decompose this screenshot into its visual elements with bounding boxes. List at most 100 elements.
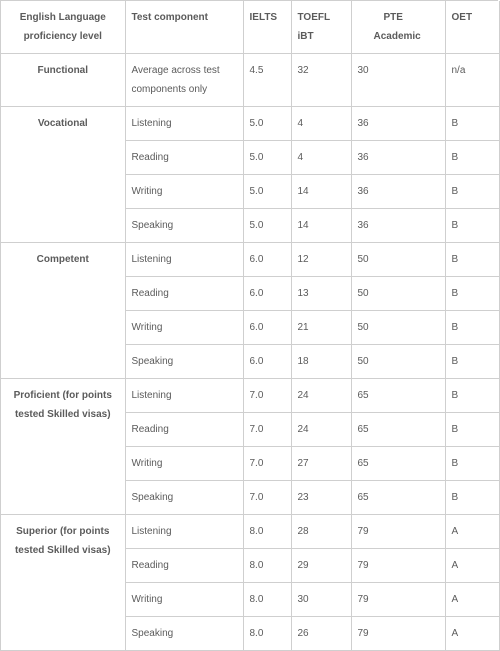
level-cell: Competent	[1, 243, 125, 379]
cell-ielts: 8.0	[243, 617, 291, 651]
cell-comp: Average across test components only	[125, 54, 243, 107]
cell-pte: 30	[351, 54, 445, 107]
cell-oet: n/a	[445, 54, 499, 107]
cell-ielts: 7.0	[243, 481, 291, 515]
cell-toefl: 14	[291, 175, 351, 209]
cell-comp: Listening	[125, 515, 243, 549]
cell-comp: Speaking	[125, 617, 243, 651]
cell-toefl: 29	[291, 549, 351, 583]
cell-toefl: 14	[291, 209, 351, 243]
cell-ielts: 5.0	[243, 107, 291, 141]
cell-toefl: 30	[291, 583, 351, 617]
cell-oet: B	[445, 345, 499, 379]
col-header-oet: OET	[445, 1, 499, 54]
cell-ielts: 5.0	[243, 141, 291, 175]
cell-pte: 65	[351, 481, 445, 515]
cell-pte: 65	[351, 413, 445, 447]
cell-toefl: 26	[291, 617, 351, 651]
cell-ielts: 5.0	[243, 175, 291, 209]
cell-pte: 36	[351, 209, 445, 243]
cell-oet: A	[445, 549, 499, 583]
cell-toefl: 24	[291, 413, 351, 447]
cell-ielts: 8.0	[243, 583, 291, 617]
cell-comp: Speaking	[125, 345, 243, 379]
cell-toefl: 4	[291, 107, 351, 141]
cell-oet: B	[445, 175, 499, 209]
level-cell: Proficient (for points tested Skilled vi…	[1, 379, 125, 515]
cell-oet: B	[445, 107, 499, 141]
col-header-ielts: IELTS	[243, 1, 291, 54]
col-header-component: Test component	[125, 1, 243, 54]
cell-oet: B	[445, 277, 499, 311]
table-row: VocationalListening5.0436B	[1, 107, 499, 141]
cell-comp: Writing	[125, 583, 243, 617]
cell-comp: Listening	[125, 107, 243, 141]
level-cell: Superior (for points tested Skilled visa…	[1, 515, 125, 651]
cell-toefl: 28	[291, 515, 351, 549]
cell-pte: 79	[351, 549, 445, 583]
cell-oet: B	[445, 379, 499, 413]
proficiency-table-wrapper: English Language proficiency level Test …	[0, 0, 498, 651]
cell-pte: 50	[351, 345, 445, 379]
cell-oet: B	[445, 209, 499, 243]
cell-pte: 79	[351, 515, 445, 549]
cell-ielts: 6.0	[243, 345, 291, 379]
cell-oet: A	[445, 617, 499, 651]
cell-pte: 36	[351, 107, 445, 141]
cell-comp: Writing	[125, 447, 243, 481]
cell-ielts: 4.5	[243, 54, 291, 107]
col-header-toefl: TOEFL iBT	[291, 1, 351, 54]
cell-oet: B	[445, 311, 499, 345]
cell-toefl: 21	[291, 311, 351, 345]
level-cell: Vocational	[1, 107, 125, 243]
cell-oet: B	[445, 243, 499, 277]
table-body: FunctionalAverage across test components…	[1, 54, 499, 651]
cell-comp: Reading	[125, 413, 243, 447]
cell-comp: Speaking	[125, 209, 243, 243]
cell-comp: Speaking	[125, 481, 243, 515]
cell-oet: B	[445, 413, 499, 447]
col-header-pte: PTE Academic	[351, 1, 445, 54]
cell-ielts: 7.0	[243, 447, 291, 481]
cell-toefl: 27	[291, 447, 351, 481]
cell-comp: Reading	[125, 141, 243, 175]
cell-pte: 79	[351, 583, 445, 617]
cell-toefl: 32	[291, 54, 351, 107]
table-row: FunctionalAverage across test components…	[1, 54, 499, 107]
cell-toefl: 13	[291, 277, 351, 311]
cell-oet: B	[445, 481, 499, 515]
cell-comp: Writing	[125, 311, 243, 345]
cell-ielts: 6.0	[243, 243, 291, 277]
cell-ielts: 5.0	[243, 209, 291, 243]
header-row: English Language proficiency level Test …	[1, 1, 499, 54]
cell-toefl: 4	[291, 141, 351, 175]
cell-oet: A	[445, 515, 499, 549]
cell-pte: 65	[351, 379, 445, 413]
cell-ielts: 7.0	[243, 379, 291, 413]
cell-ielts: 8.0	[243, 549, 291, 583]
cell-toefl: 24	[291, 379, 351, 413]
cell-pte: 65	[351, 447, 445, 481]
cell-comp: Listening	[125, 379, 243, 413]
cell-pte: 79	[351, 617, 445, 651]
cell-toefl: 23	[291, 481, 351, 515]
cell-comp: Reading	[125, 549, 243, 583]
col-header-level: English Language proficiency level	[1, 1, 125, 54]
cell-oet: B	[445, 141, 499, 175]
table-row: Superior (for points tested Skilled visa…	[1, 515, 499, 549]
cell-pte: 36	[351, 175, 445, 209]
cell-toefl: 18	[291, 345, 351, 379]
cell-comp: Listening	[125, 243, 243, 277]
table-row: CompetentListening6.01250B	[1, 243, 499, 277]
cell-pte: 36	[351, 141, 445, 175]
cell-pte: 50	[351, 243, 445, 277]
proficiency-table: English Language proficiency level Test …	[1, 1, 500, 651]
cell-comp: Writing	[125, 175, 243, 209]
cell-ielts: 6.0	[243, 277, 291, 311]
cell-pte: 50	[351, 277, 445, 311]
cell-oet: A	[445, 583, 499, 617]
cell-ielts: 7.0	[243, 413, 291, 447]
cell-comp: Reading	[125, 277, 243, 311]
cell-ielts: 6.0	[243, 311, 291, 345]
table-row: Proficient (for points tested Skilled vi…	[1, 379, 499, 413]
